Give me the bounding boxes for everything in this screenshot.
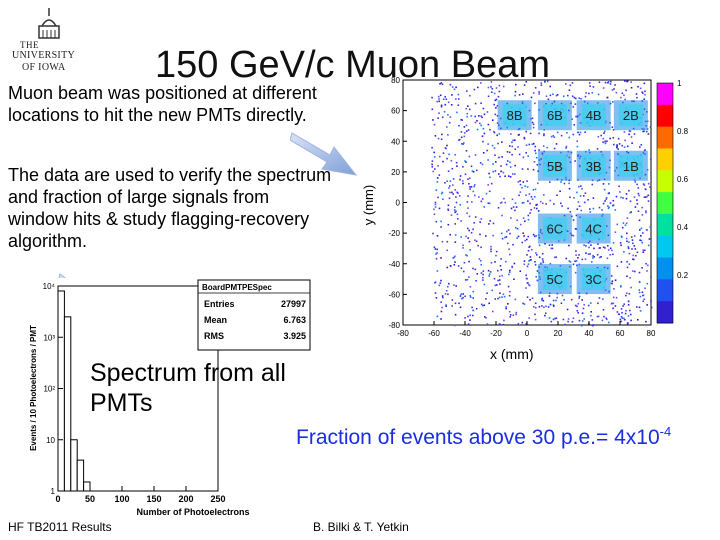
histogram-bin bbox=[70, 439, 78, 492]
heatmap-cell-label: 5C bbox=[547, 272, 564, 287]
spectrum-x-tick: 50 bbox=[85, 494, 95, 504]
footer-left: HF TB2011 Results bbox=[8, 520, 112, 534]
colorbar-tick: 0.2 bbox=[677, 271, 689, 280]
histogram-bin bbox=[76, 459, 85, 492]
heatmap-y-tick: 40 bbox=[391, 137, 400, 146]
heatmap-y-axis-label: y (mm) bbox=[361, 185, 376, 225]
histogram-bin bbox=[63, 316, 72, 492]
heatmap-x-tick: 60 bbox=[616, 329, 625, 338]
stats-title: BoardPMTPESpec bbox=[202, 283, 272, 292]
heatmap-x-tick: 80 bbox=[647, 329, 656, 338]
logo-line-3: OF IOWA bbox=[22, 62, 66, 73]
pmt-spectrum-histogram: 0 50 100 150 200 250 1 10 10² 10³ 10⁴ BoardPMTPES… bbox=[28, 278, 328, 520]
heatmap-y-tick: 80 bbox=[391, 76, 400, 85]
spectrum-x-axis-label: Number of Photoelectrons bbox=[136, 507, 249, 517]
heatmap-x-axis-label: x (mm) bbox=[490, 346, 534, 362]
stats-value: 27997 bbox=[281, 299, 306, 309]
spectrum-y-tick: 10 bbox=[46, 436, 55, 445]
heatmap-y-tick: 60 bbox=[391, 107, 400, 116]
heatmap-y-tick: 20 bbox=[391, 168, 400, 177]
colorbar-segment bbox=[657, 257, 673, 280]
stats-value: 3.925 bbox=[283, 331, 306, 341]
beam-position-heatmap: 8B 6B 4B 2B 5B 3B 1B 6C 4C 5C 3C -80 -60 -40 -20 0 20 40… bbox=[355, 75, 700, 360]
heatmap-y-tick: -40 bbox=[388, 260, 400, 269]
heatmap-cell-label: 6C bbox=[547, 222, 564, 237]
spectrum-plot-area bbox=[57, 285, 219, 492]
colorbar-tick: 0.8 bbox=[677, 127, 689, 136]
purpose-paragraph: The data are used to verify the spectrum… bbox=[8, 165, 332, 251]
colorbar-segment bbox=[657, 104, 673, 128]
heatmap-cell-label: 1B bbox=[623, 159, 639, 174]
spectrum-y-tick: 10⁴ bbox=[43, 282, 56, 291]
university-logo: THE UNIVERSITY OF IOWA bbox=[8, 6, 88, 76]
stats-box: BoardPMTPESpec Entries 27997 Mean 6.763 RMS 3… bbox=[197, 279, 311, 351]
spectrum-y-tick: 10² bbox=[43, 385, 55, 394]
spectrum-y-tick: 10³ bbox=[43, 333, 55, 342]
histogram-bin bbox=[83, 481, 91, 492]
heatmap-cell-label: 6B bbox=[547, 108, 563, 123]
colorbar-segment bbox=[657, 170, 673, 193]
colorbar-segment bbox=[657, 83, 673, 106]
fraction-result: Fraction of events above 30 p.e.= 4x10-4 bbox=[296, 418, 716, 452]
arrow-to-heatmap-icon bbox=[290, 132, 358, 176]
heatmap-x-tick: -80 bbox=[397, 329, 409, 338]
stats-value: 6.763 bbox=[283, 315, 306, 325]
heatmap-x-tick: -20 bbox=[490, 329, 502, 338]
heatmap-cell-label: 3C bbox=[585, 272, 602, 287]
heatmap-cell-label: 4B bbox=[586, 108, 602, 123]
colorbar-segment bbox=[657, 235, 673, 259]
heatmap-y-tick: 0 bbox=[396, 199, 401, 208]
heatmap-x-tick: 20 bbox=[554, 329, 563, 338]
spectrum-x-tick: 100 bbox=[114, 494, 129, 504]
footer-authors: B. Bilki & T. Yetkin bbox=[313, 520, 409, 534]
slide-title: 150 GeV/c Muon Beam bbox=[155, 44, 550, 86]
spectrum-caption: Spectrum from all PMTs bbox=[90, 359, 286, 417]
heatmap-cell-label: 8B bbox=[507, 108, 523, 123]
colorbar-segment bbox=[657, 213, 673, 237]
colorbar-segment bbox=[657, 148, 673, 171]
colorbar-tick: 0.6 bbox=[677, 175, 689, 184]
logo-line-2: UNIVERSITY bbox=[12, 50, 75, 61]
intro-paragraph: Muon beam was positioned at different lo… bbox=[8, 83, 317, 125]
spectrum-y-tick: 1 bbox=[51, 487, 56, 496]
old-capitol-icon bbox=[38, 8, 60, 39]
spectrum-x-tick: 200 bbox=[178, 494, 193, 504]
fraction-text: Fraction of events above 30 p.e.= 4x10 bbox=[296, 426, 660, 449]
fraction-exponent: -4 bbox=[659, 424, 672, 439]
spectrum-x-tick: 150 bbox=[146, 494, 161, 504]
heatmap-cell-label: 5B bbox=[547, 159, 563, 174]
colorbar-segment bbox=[657, 301, 673, 324]
heatmap-y-tick: -20 bbox=[388, 229, 400, 238]
stats-label: Mean bbox=[204, 315, 227, 325]
spectrum-y-axis-label: Events / 10 Photoelectrons / PMT bbox=[29, 325, 38, 451]
colorbar-segment bbox=[657, 279, 673, 302]
colorbar-tick: 0.4 bbox=[677, 223, 689, 232]
heatmap-cell-label: 3B bbox=[586, 159, 602, 174]
heatmap-cell-label: 4C bbox=[585, 222, 602, 237]
spectrum-x-tick: 250 bbox=[210, 494, 225, 504]
heatmap-x-tick: -40 bbox=[459, 329, 471, 338]
spectrum-x-tick: 0 bbox=[55, 494, 60, 504]
heatmap-y-tick: -60 bbox=[388, 290, 400, 299]
colorbar-segment bbox=[657, 126, 673, 149]
stats-label: RMS bbox=[204, 331, 224, 341]
heatmap-y-tick: -80 bbox=[388, 321, 400, 330]
heatmap-x-tick: -60 bbox=[428, 329, 440, 338]
colorbar-segment bbox=[657, 192, 673, 215]
stats-label: Entries bbox=[204, 299, 235, 309]
colorbar-tick: 1 bbox=[677, 79, 682, 88]
histogram-bin bbox=[57, 290, 65, 492]
logo-line-1: THE bbox=[20, 40, 39, 50]
heatmap-x-tick: 0 bbox=[525, 329, 530, 338]
heatmap-cell-label: 2B bbox=[623, 108, 639, 123]
heatmap-x-tick: 40 bbox=[585, 329, 594, 338]
